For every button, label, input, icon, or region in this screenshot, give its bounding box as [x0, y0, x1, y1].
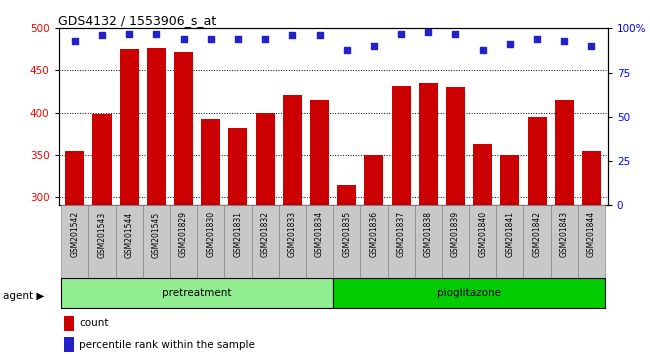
- Bar: [391, 86, 411, 205]
- FancyBboxPatch shape: [224, 205, 252, 280]
- Bar: [174, 52, 193, 205]
- Point: [586, 43, 597, 49]
- Bar: [365, 155, 384, 205]
- FancyBboxPatch shape: [469, 205, 496, 280]
- Text: GSM201841: GSM201841: [505, 211, 514, 257]
- Text: GSM201833: GSM201833: [288, 211, 297, 257]
- Point: [450, 31, 461, 36]
- FancyBboxPatch shape: [496, 205, 523, 280]
- Bar: [255, 113, 275, 205]
- FancyBboxPatch shape: [61, 205, 88, 280]
- Point: [178, 36, 188, 42]
- Point: [369, 43, 379, 49]
- Text: GSM201542: GSM201542: [70, 211, 79, 257]
- FancyBboxPatch shape: [88, 205, 116, 280]
- Point: [532, 36, 542, 42]
- Point: [423, 29, 434, 35]
- Bar: [283, 95, 302, 205]
- Point: [233, 36, 243, 42]
- FancyBboxPatch shape: [415, 205, 442, 280]
- Text: GSM201838: GSM201838: [424, 211, 433, 257]
- FancyBboxPatch shape: [551, 205, 578, 280]
- FancyBboxPatch shape: [360, 205, 387, 280]
- Bar: [337, 185, 356, 205]
- Text: GSM201839: GSM201839: [451, 211, 460, 257]
- Text: GSM201832: GSM201832: [261, 211, 270, 257]
- Text: GSM201543: GSM201543: [98, 211, 107, 257]
- FancyBboxPatch shape: [170, 205, 197, 280]
- Bar: [554, 100, 574, 205]
- Point: [478, 47, 488, 52]
- FancyBboxPatch shape: [442, 205, 469, 280]
- Point: [504, 41, 515, 47]
- Bar: [419, 83, 438, 205]
- Bar: [310, 100, 329, 205]
- Point: [260, 36, 270, 42]
- Text: GSM201837: GSM201837: [396, 211, 406, 257]
- Point: [315, 33, 325, 38]
- Text: pretreatment: pretreatment: [162, 288, 232, 298]
- Bar: [528, 117, 547, 205]
- Text: count: count: [79, 318, 109, 329]
- FancyBboxPatch shape: [252, 205, 279, 280]
- Point: [70, 38, 80, 44]
- Text: GSM201834: GSM201834: [315, 211, 324, 257]
- FancyBboxPatch shape: [333, 205, 360, 280]
- FancyBboxPatch shape: [333, 278, 605, 308]
- FancyBboxPatch shape: [578, 205, 605, 280]
- Bar: [473, 144, 492, 205]
- Text: GSM201835: GSM201835: [342, 211, 351, 257]
- Bar: [64, 316, 74, 331]
- Bar: [202, 119, 220, 205]
- Bar: [147, 48, 166, 205]
- Bar: [120, 48, 138, 205]
- Point: [124, 31, 135, 36]
- FancyBboxPatch shape: [387, 205, 415, 280]
- Text: GSM201840: GSM201840: [478, 211, 487, 257]
- Point: [559, 38, 569, 44]
- Bar: [446, 87, 465, 205]
- Bar: [228, 128, 248, 205]
- Text: pioglitazone: pioglitazone: [437, 288, 501, 298]
- FancyBboxPatch shape: [197, 205, 224, 280]
- Text: GSM201830: GSM201830: [206, 211, 215, 257]
- Bar: [500, 155, 519, 205]
- Text: GSM201829: GSM201829: [179, 211, 188, 257]
- Text: percentile rank within the sample: percentile rank within the sample: [79, 339, 255, 350]
- Point: [205, 36, 216, 42]
- Bar: [65, 150, 84, 205]
- FancyBboxPatch shape: [61, 278, 333, 308]
- FancyBboxPatch shape: [279, 205, 306, 280]
- Bar: [582, 150, 601, 205]
- FancyBboxPatch shape: [523, 205, 551, 280]
- FancyBboxPatch shape: [143, 205, 170, 280]
- Point: [287, 33, 298, 38]
- Text: GSM201843: GSM201843: [560, 211, 569, 257]
- Text: GSM201842: GSM201842: [532, 211, 541, 257]
- Text: GSM201545: GSM201545: [152, 211, 161, 257]
- Text: GSM201544: GSM201544: [125, 211, 134, 257]
- Text: GSM201836: GSM201836: [369, 211, 378, 257]
- FancyBboxPatch shape: [116, 205, 143, 280]
- Bar: [64, 337, 74, 352]
- FancyBboxPatch shape: [306, 205, 333, 280]
- Point: [341, 47, 352, 52]
- Bar: [92, 114, 112, 205]
- Point: [151, 31, 162, 36]
- Text: GSM201831: GSM201831: [233, 211, 242, 257]
- Text: agent ▶: agent ▶: [3, 291, 45, 301]
- Text: GDS4132 / 1553906_s_at: GDS4132 / 1553906_s_at: [58, 14, 216, 27]
- Text: GSM201844: GSM201844: [587, 211, 596, 257]
- Point: [396, 31, 406, 36]
- Point: [97, 33, 107, 38]
